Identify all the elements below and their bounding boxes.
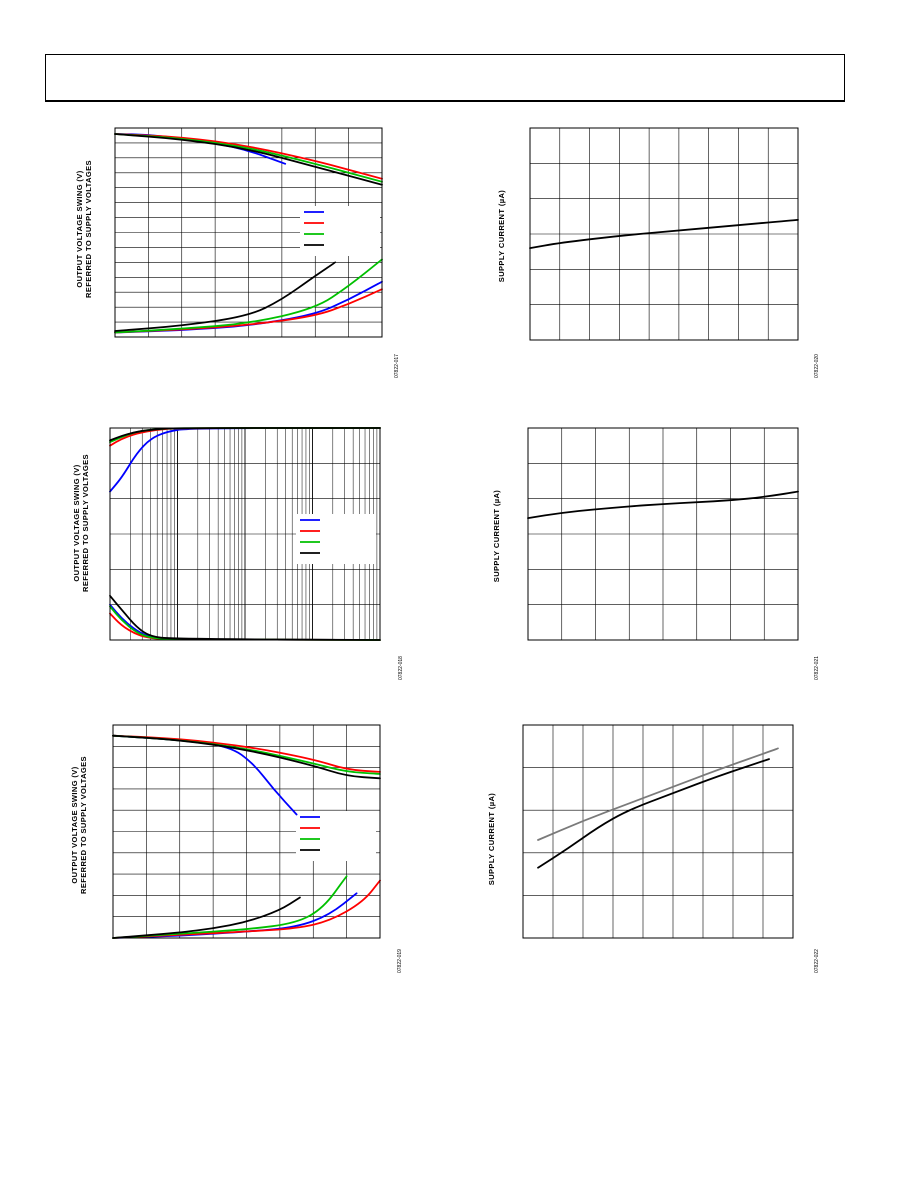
chart-fig18: OUTPUT VOLTAGE SWING (V) REFERRED TO SUP… xyxy=(60,418,404,688)
plot-frame xyxy=(522,724,794,939)
series-line-0 xyxy=(527,490,799,519)
plot-frame xyxy=(529,127,799,341)
series-line-3 xyxy=(112,734,381,780)
chart-svg xyxy=(114,127,383,338)
chart-svg xyxy=(112,724,381,939)
page-header-box xyxy=(45,54,845,102)
chart-fig17: OUTPUT VOLTAGE SWING (V) REFERRED TO SUP… xyxy=(60,118,400,388)
chart-svg xyxy=(109,427,381,641)
legend-box xyxy=(300,206,380,256)
chart-svg xyxy=(522,724,794,939)
figure-id: 07822-020 xyxy=(814,354,820,378)
series-line-0 xyxy=(112,734,298,816)
figure-id: 07822-019 xyxy=(397,949,403,973)
legend xyxy=(296,514,376,564)
series-line-1 xyxy=(537,758,770,869)
chart-svg xyxy=(529,127,799,341)
grid xyxy=(109,428,380,640)
series-line-7 xyxy=(112,896,301,939)
series-line-0 xyxy=(537,747,779,841)
chart-fig19: OUTPUT VOLTAGE SWING (V) REFERRED TO SUP… xyxy=(60,715,403,985)
series-line-7 xyxy=(114,261,337,332)
series-line-6 xyxy=(112,875,348,939)
grid xyxy=(530,128,798,340)
legend-box xyxy=(296,811,376,861)
legend-box xyxy=(296,514,376,564)
series-line-3 xyxy=(114,133,383,186)
plot-frame xyxy=(109,427,381,641)
chart-fig21: SUPPLY CURRENT (µA) 07822-021 xyxy=(480,418,820,688)
plot-frame xyxy=(114,127,383,338)
chart-fig22: SUPPLY CURRENT (µA) 07822-022 xyxy=(480,715,820,985)
series-line-6 xyxy=(114,258,383,334)
chart-svg xyxy=(527,427,799,641)
legend xyxy=(300,206,380,256)
plot-frame xyxy=(527,427,799,641)
figure-id: 07822-021 xyxy=(814,656,820,680)
chart-fig20: SUPPLY CURRENT (µA) 07822-020 xyxy=(480,118,820,388)
grid xyxy=(523,725,793,938)
legend xyxy=(296,811,376,861)
grid xyxy=(528,428,798,640)
figure-id: 07822-017 xyxy=(394,354,400,378)
series-line-0 xyxy=(529,218,799,249)
figure-id: 07822-018 xyxy=(398,656,404,680)
figure-id: 07822-022 xyxy=(814,949,820,973)
plot-frame xyxy=(112,724,381,939)
